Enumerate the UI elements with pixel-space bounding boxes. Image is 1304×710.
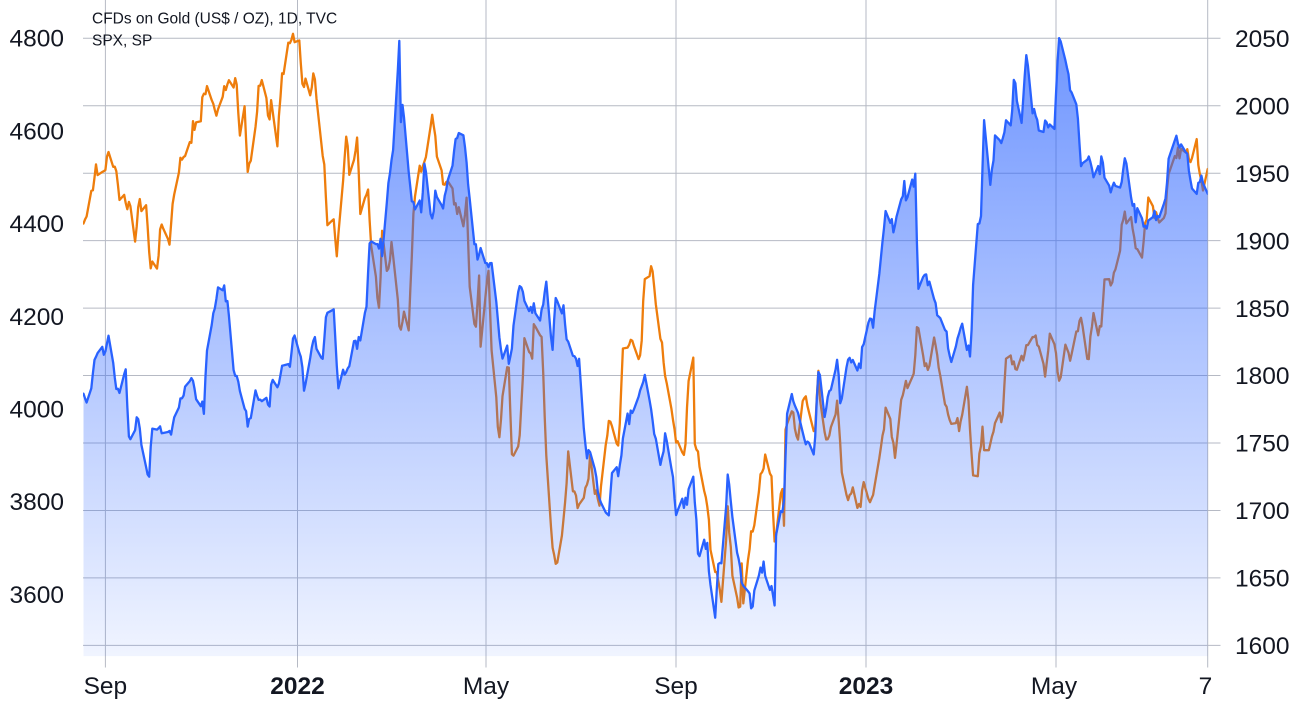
svg-text:4200: 4200 bbox=[9, 304, 64, 331]
svg-text:1650: 1650 bbox=[1235, 566, 1290, 593]
svg-text:CFDs on Gold (US$ / OZ), 1D, T: CFDs on Gold (US$ / OZ), 1D, TVC bbox=[92, 11, 337, 28]
svg-text:1900: 1900 bbox=[1235, 228, 1290, 255]
svg-text:May: May bbox=[1031, 673, 1078, 700]
svg-text:1800: 1800 bbox=[1235, 363, 1290, 390]
svg-text:2000: 2000 bbox=[1235, 94, 1290, 121]
svg-text:2023: 2023 bbox=[839, 673, 894, 700]
svg-text:1850: 1850 bbox=[1235, 296, 1290, 323]
svg-text:1700: 1700 bbox=[1235, 498, 1290, 525]
svg-text:1750: 1750 bbox=[1235, 431, 1290, 458]
svg-text:SPX, SP: SPX, SP bbox=[92, 33, 152, 50]
svg-text:4800: 4800 bbox=[9, 26, 64, 53]
svg-text:3600: 3600 bbox=[9, 582, 64, 609]
svg-text:7: 7 bbox=[1199, 673, 1213, 700]
svg-text:4600: 4600 bbox=[9, 118, 64, 145]
svg-text:1600: 1600 bbox=[1235, 633, 1290, 660]
svg-text:4400: 4400 bbox=[9, 211, 64, 238]
svg-text:2050: 2050 bbox=[1235, 26, 1290, 53]
svg-text:3800: 3800 bbox=[9, 489, 64, 516]
svg-text:1950: 1950 bbox=[1235, 161, 1290, 188]
svg-text:2022: 2022 bbox=[270, 673, 325, 700]
svg-text:Sep: Sep bbox=[654, 673, 698, 700]
svg-text:May: May bbox=[463, 673, 510, 700]
svg-text:Sep: Sep bbox=[84, 673, 128, 700]
svg-text:4000: 4000 bbox=[9, 397, 64, 424]
